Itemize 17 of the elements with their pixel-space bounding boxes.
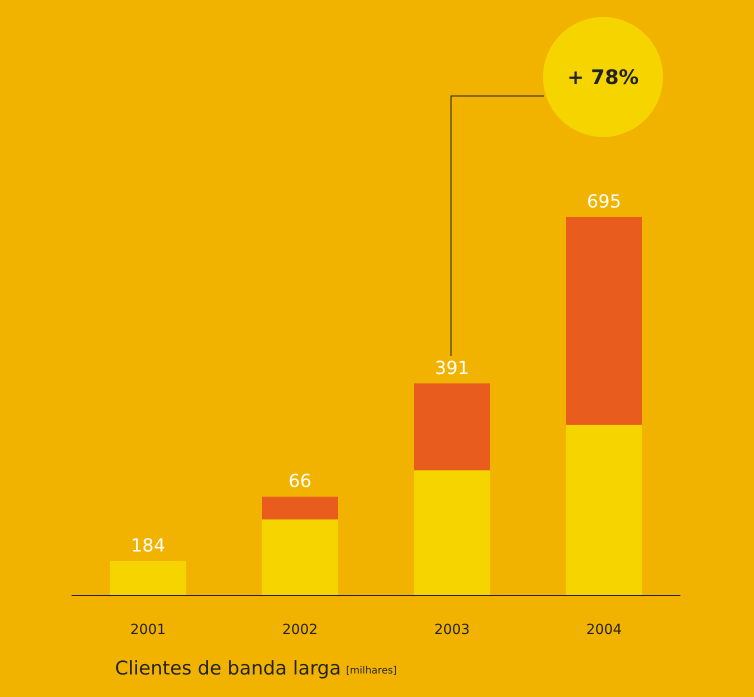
x-tick-label: 2004	[586, 622, 622, 638]
bar	[262, 496, 338, 520]
annotation: 66	[288, 471, 312, 492]
annotation: 391	[434, 358, 470, 379]
annotation: 695	[586, 192, 622, 212]
bar	[566, 424, 642, 595]
x-tick-label: 2001	[130, 622, 166, 638]
x-tick-label: 2003	[434, 622, 470, 638]
bar	[262, 519, 338, 595]
x-tick-label: 2002	[282, 622, 318, 638]
bar	[414, 470, 490, 595]
text: Clientes de banda larga	[115, 658, 342, 680]
bar	[566, 217, 642, 425]
bar	[110, 560, 186, 595]
annotation: 184	[130, 535, 166, 556]
text: [milhares]	[346, 666, 397, 676]
bar	[414, 383, 490, 470]
